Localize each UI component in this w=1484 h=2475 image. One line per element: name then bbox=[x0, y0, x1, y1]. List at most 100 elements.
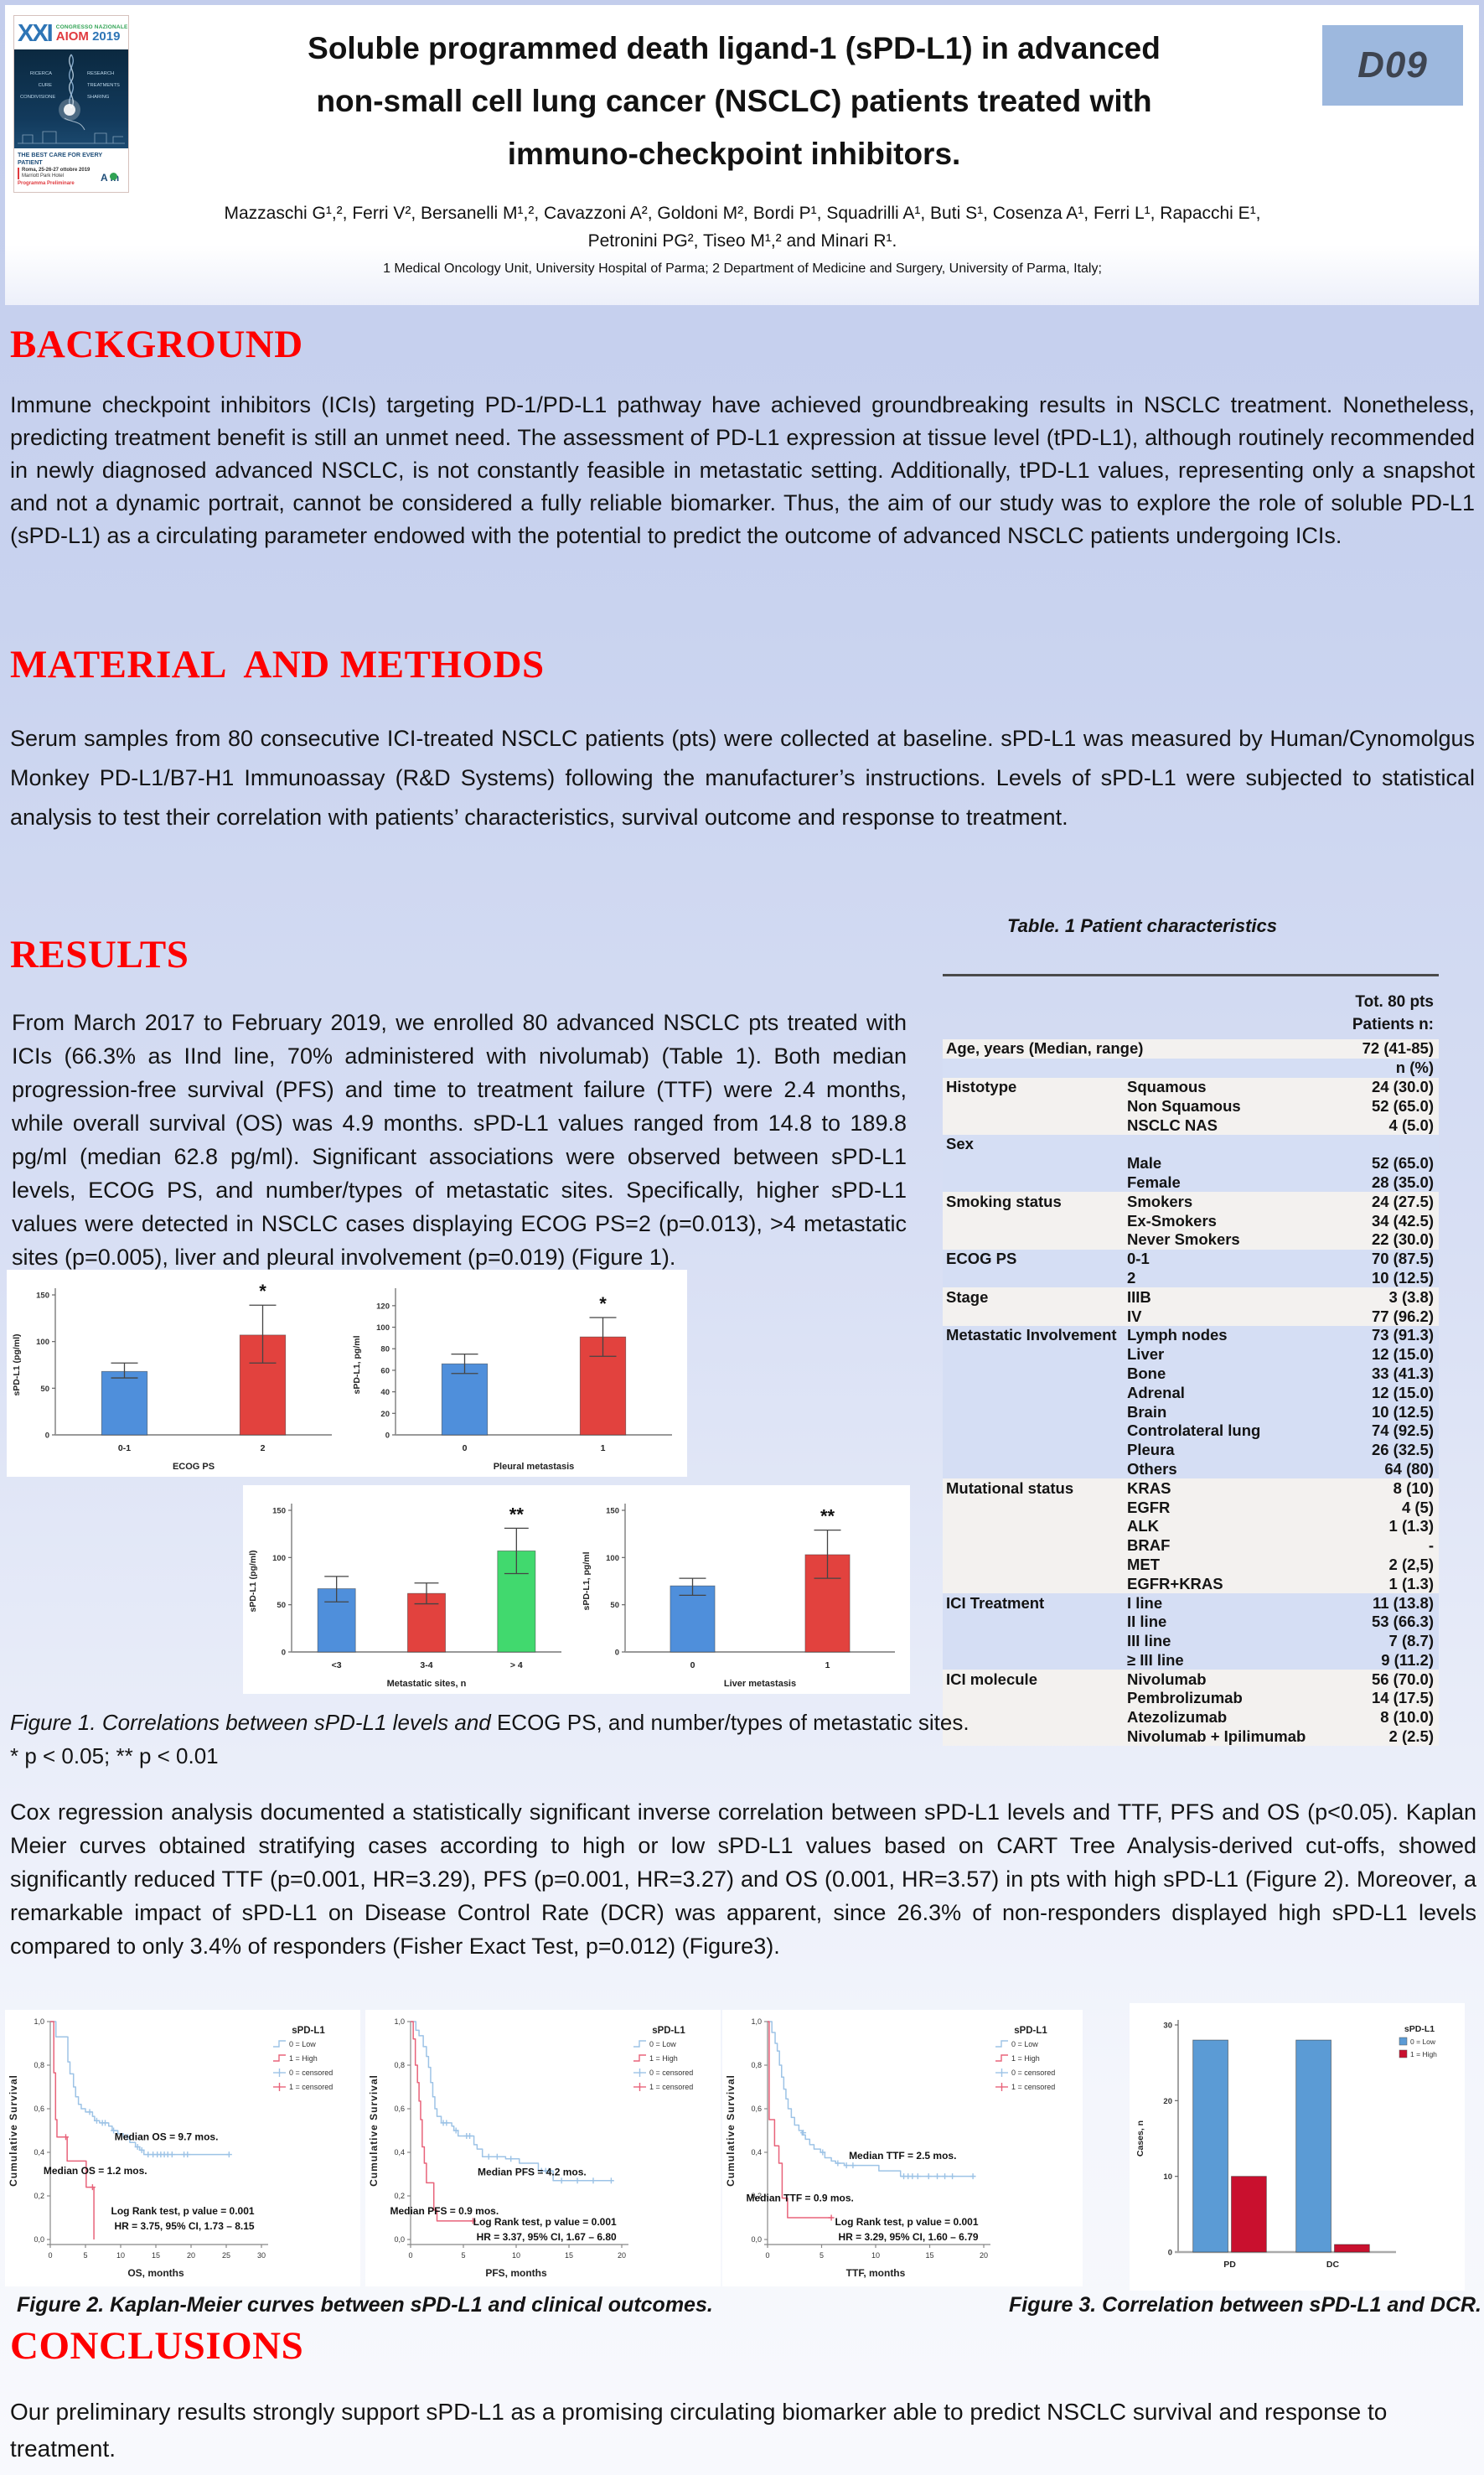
svg-text:20: 20 bbox=[618, 2251, 626, 2260]
table-row: Nivolumab + Ipilimumab 2 (2.5) bbox=[943, 1727, 1439, 1747]
svg-text:1 = censored: 1 = censored bbox=[649, 2083, 693, 2091]
svg-text:Median TTF = 2.5 mos.: Median TTF = 2.5 mos. bbox=[849, 2150, 956, 2162]
svg-text:0: 0 bbox=[385, 1432, 390, 1441]
chart-liver-metastasis: 0 50 100 150 0 ** 1 Liver metastasis sPD-L1, pg/… bbox=[577, 1485, 910, 1694]
svg-text:1,0: 1,0 bbox=[751, 2017, 762, 2026]
table-row: Metastatic Involvement Lymph nodes 73 (91.… bbox=[943, 1325, 1439, 1345]
table-row: BRAF - bbox=[943, 1535, 1439, 1556]
figure1-significance-note: * p < 0.05; ** p < 0.01 bbox=[10, 1743, 219, 1768]
table-row: Brain 10 (12.5) bbox=[943, 1402, 1439, 1421]
table1-header-patients: Patients n: bbox=[1352, 1016, 1434, 1033]
aiom-congress-logo: XXI CONGRESSO NAZIONALE AIOM 2019 RICERC… bbox=[13, 15, 129, 193]
svg-text:0: 0 bbox=[282, 1649, 286, 1658]
svg-text:TTF, months: TTF, months bbox=[846, 2267, 906, 2279]
svg-text:0,8: 0,8 bbox=[751, 2061, 762, 2069]
table-row: ≥ III line 9 (11.2) bbox=[943, 1650, 1439, 1670]
svg-text:1 = censored: 1 = censored bbox=[289, 2083, 333, 2091]
svg-text:0-1: 0-1 bbox=[118, 1443, 131, 1453]
svg-text:100: 100 bbox=[36, 1338, 49, 1347]
svg-text:10: 10 bbox=[871, 2251, 880, 2260]
svg-text:0,6: 0,6 bbox=[394, 2105, 405, 2113]
svg-text:0: 0 bbox=[765, 2251, 769, 2260]
svg-text:HR = 3.75, 95% CI, 1.73 – 8.15: HR = 3.75, 95% CI, 1.73 – 8.15 bbox=[114, 2220, 254, 2232]
table1-title: Table. 1 Patient characteristics bbox=[1007, 915, 1277, 936]
affiliations: 1 Medical Oncology Unit, University Hosp… bbox=[383, 261, 1102, 276]
svg-text:0,4: 0,4 bbox=[751, 2148, 762, 2157]
svg-text:0 = Low: 0 = Low bbox=[289, 2040, 316, 2048]
svg-text:0: 0 bbox=[48, 2251, 52, 2260]
svg-text:Cumulative Survival: Cumulative Survival bbox=[725, 2074, 737, 2187]
table-row: ECOG PS 0-1 70 (87.5) bbox=[943, 1249, 1439, 1269]
table-row: Age, years (Median, range) 72 (41-85) bbox=[943, 1039, 1439, 1059]
svg-text:0 = censored: 0 = censored bbox=[1011, 2069, 1055, 2077]
svg-text:sPD-L1, pg/ml: sPD-L1, pg/ml bbox=[582, 1551, 592, 1610]
poster-number-badge: D09 bbox=[1322, 25, 1463, 106]
svg-text:sPD-L1, pg/ml: sPD-L1, pg/ml bbox=[352, 1335, 362, 1394]
km-pfs-chart: 0,0 0,2 0,4 0,6 0,8 1,0 0 5 10 15 20 Median PFS = 4… bbox=[365, 2010, 721, 2286]
background-text: Immune checkpoint inhibitors (ICIs) targ… bbox=[10, 392, 1475, 548]
svg-text:**: ** bbox=[509, 1504, 525, 1525]
svg-text:15: 15 bbox=[565, 2251, 573, 2260]
table1-rule bbox=[943, 974, 1439, 976]
aiom-mini-logo: A m bbox=[101, 172, 126, 189]
table-row: Female 28 (35.0) bbox=[943, 1173, 1439, 1193]
svg-text:Cumulative Survival: Cumulative Survival bbox=[8, 2074, 19, 2187]
svg-text:1 = High: 1 = High bbox=[1410, 2050, 1437, 2058]
svg-text:0 = Low: 0 = Low bbox=[1011, 2040, 1038, 2048]
svg-text:sPD-L1: sPD-L1 bbox=[292, 2026, 325, 2036]
svg-text:PD: PD bbox=[1223, 2260, 1236, 2270]
table-row: EGFR+KRAS 1 (1.3) bbox=[943, 1574, 1439, 1594]
figure1-row2: 0 50 100 150 <3 3-4 ** > 4 Metastatic sites, n sP… bbox=[243, 1485, 910, 1694]
table-row: III line 7 (8.7) bbox=[943, 1631, 1439, 1651]
svg-text:50: 50 bbox=[610, 1601, 619, 1610]
svg-text:0,0: 0,0 bbox=[751, 2235, 762, 2244]
svg-text:Median PFS = 4.2 mos.: Median PFS = 4.2 mos. bbox=[478, 2166, 587, 2177]
svg-text:0,6: 0,6 bbox=[751, 2105, 762, 2113]
svg-text:0,8: 0,8 bbox=[394, 2061, 405, 2069]
table-row: NSCLC NAS 4 (5.0) bbox=[943, 1116, 1439, 1135]
table-row: ICI Treatment I line 11 (13.8) bbox=[943, 1593, 1439, 1613]
table-row: ICI molecule Nivolumab 56 (70.0) bbox=[943, 1670, 1439, 1690]
table-row: IV 77 (96.2) bbox=[943, 1307, 1439, 1326]
svg-text:0: 0 bbox=[408, 2251, 412, 2260]
svg-text:5: 5 bbox=[820, 2251, 824, 2260]
table-row: Never Smokers 22 (30.0) bbox=[943, 1230, 1439, 1250]
svg-text:3-4: 3-4 bbox=[420, 1660, 432, 1670]
svg-text:> 4: > 4 bbox=[510, 1660, 523, 1670]
km-os-chart: 0,0 0,2 0,4 0,6 0,8 1,0 0 5 10 15 20 25 30 Median OS … bbox=[5, 2010, 360, 2286]
svg-text:1 = High: 1 = High bbox=[1011, 2054, 1040, 2063]
chart-pleural-metastasis: 0 20 40 60 80 100 120 0 * 1 Pleural metastasis sPD-… bbox=[347, 1270, 687, 1477]
logo-congresso: CONGRESSO NAZIONALE bbox=[55, 24, 128, 30]
table-row: Histotype Squamous 24 (30.0) bbox=[943, 1077, 1439, 1097]
svg-text:Cases, n: Cases, n bbox=[1135, 2120, 1145, 2157]
svg-text:HR = 3.37, 95% CI, 1.67 – 6.80: HR = 3.37, 95% CI, 1.67 – 6.80 bbox=[477, 2231, 617, 2243]
table-row: Liver 12 (15.0) bbox=[943, 1344, 1439, 1364]
svg-text:PFS, months: PFS, months bbox=[485, 2267, 547, 2279]
svg-text:Log Rank test, p value = 0.001: Log Rank test, p value = 0.001 bbox=[111, 2205, 255, 2217]
figure2-caption: Figure 2. Kaplan-Meier curves between sP… bbox=[17, 2293, 713, 2317]
chart-ecog-ps: 0 50 100 150 0-1 * 2 ECOG PS sPD-L1 (pg/ml) bbox=[7, 1270, 347, 1477]
svg-text:0 = censored: 0 = censored bbox=[649, 2069, 693, 2077]
table-row: Adrenal 12 (15.0) bbox=[943, 1383, 1439, 1403]
svg-text:0: 0 bbox=[690, 1660, 695, 1670]
table-row: Bone 33 (41.3) bbox=[943, 1364, 1439, 1384]
svg-text:40: 40 bbox=[380, 1388, 390, 1397]
patient-table: Age, years (Median, range) 72 (41-85) n (%… bbox=[943, 1039, 1439, 1747]
logo-venue: Roma, 25-26-27 ottobre 2019 Marriott Par… bbox=[18, 168, 125, 179]
svg-text:0: 0 bbox=[45, 1432, 49, 1441]
table-row: Stage IIIB 3 (3.8) bbox=[943, 1287, 1439, 1307]
svg-text:1: 1 bbox=[601, 1443, 606, 1453]
svg-text:0,2: 0,2 bbox=[751, 2192, 762, 2200]
svg-text:*: * bbox=[599, 1293, 607, 1314]
svg-text:sPD-L1 (pg/ml): sPD-L1 (pg/ml) bbox=[248, 1550, 258, 1612]
table-row: EGFR 4 (5) bbox=[943, 1498, 1439, 1517]
svg-text:15: 15 bbox=[152, 2251, 160, 2260]
svg-text:50: 50 bbox=[40, 1385, 49, 1394]
svg-text:ECOG PS: ECOG PS bbox=[173, 1462, 215, 1472]
svg-text:0: 0 bbox=[463, 1443, 468, 1453]
svg-text:0: 0 bbox=[615, 1649, 619, 1658]
svg-text:120: 120 bbox=[376, 1302, 390, 1311]
table-row: Ex-Smokers 34 (42.5) bbox=[943, 1211, 1439, 1230]
svg-text:60: 60 bbox=[380, 1366, 390, 1375]
svg-text:20: 20 bbox=[380, 1410, 390, 1419]
